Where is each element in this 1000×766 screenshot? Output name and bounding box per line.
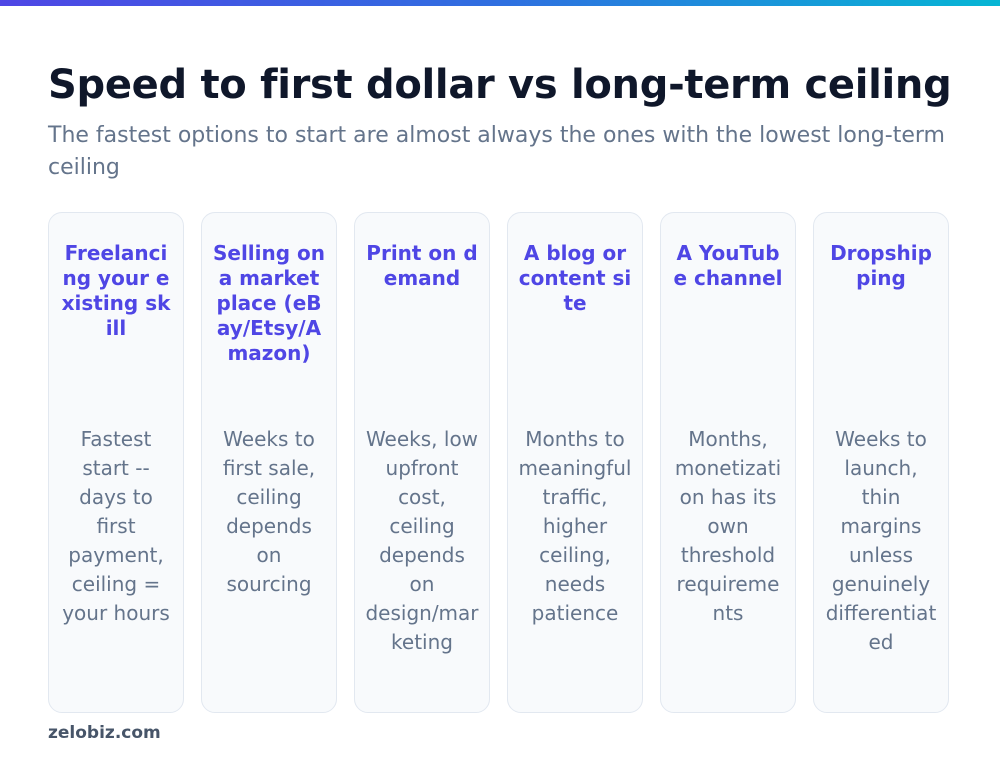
card-title: Freelancing your existing skill bbox=[61, 241, 171, 340]
option-card-youtube: A YouTube channel Months, monetization h… bbox=[660, 212, 796, 713]
option-card-print-on-demand: Print on demand Weeks, low upfront cost,… bbox=[354, 212, 490, 713]
option-card-marketplace: Selling on a marketplace (eBay/Etsy/Amaz… bbox=[201, 212, 337, 713]
option-card-blog: A blog or content site Months to meaning… bbox=[507, 212, 643, 713]
card-title: Dropshipping bbox=[830, 241, 932, 290]
card-description: Weeks to first sale, ceiling depends on … bbox=[222, 427, 316, 596]
option-card-dropshipping: Dropshipping Weeks to launch, thin margi… bbox=[813, 212, 949, 713]
top-accent-bar bbox=[0, 0, 1000, 6]
page-subtitle: The fastest options to start are almost … bbox=[48, 123, 945, 180]
option-card-freelancing: Freelancing your existing skill Fastest … bbox=[48, 212, 184, 713]
card-title: A YouTube channel bbox=[673, 241, 783, 290]
card-description: Weeks, low upfront cost, ceiling depends… bbox=[365, 427, 479, 654]
page-title: Speed to first dollar vs long-term ceili… bbox=[48, 62, 952, 108]
card-description: Fastest start -- days to first payment, … bbox=[62, 427, 170, 625]
option-cards: Freelancing your existing skill Fastest … bbox=[48, 212, 949, 713]
card-title: A blog or content site bbox=[518, 241, 632, 315]
card-title: Selling on a marketplace (eBay/Etsy/Amaz… bbox=[212, 241, 326, 365]
card-description: Months, monetization has its own thresho… bbox=[674, 427, 782, 625]
site-footer-brand: zelobiz.com bbox=[48, 723, 161, 743]
card-title: Print on demand bbox=[366, 241, 478, 290]
card-description: Weeks to launch, thin margins unless gen… bbox=[825, 427, 937, 654]
card-description: Months to meaningful traffic, higher cei… bbox=[518, 427, 632, 625]
